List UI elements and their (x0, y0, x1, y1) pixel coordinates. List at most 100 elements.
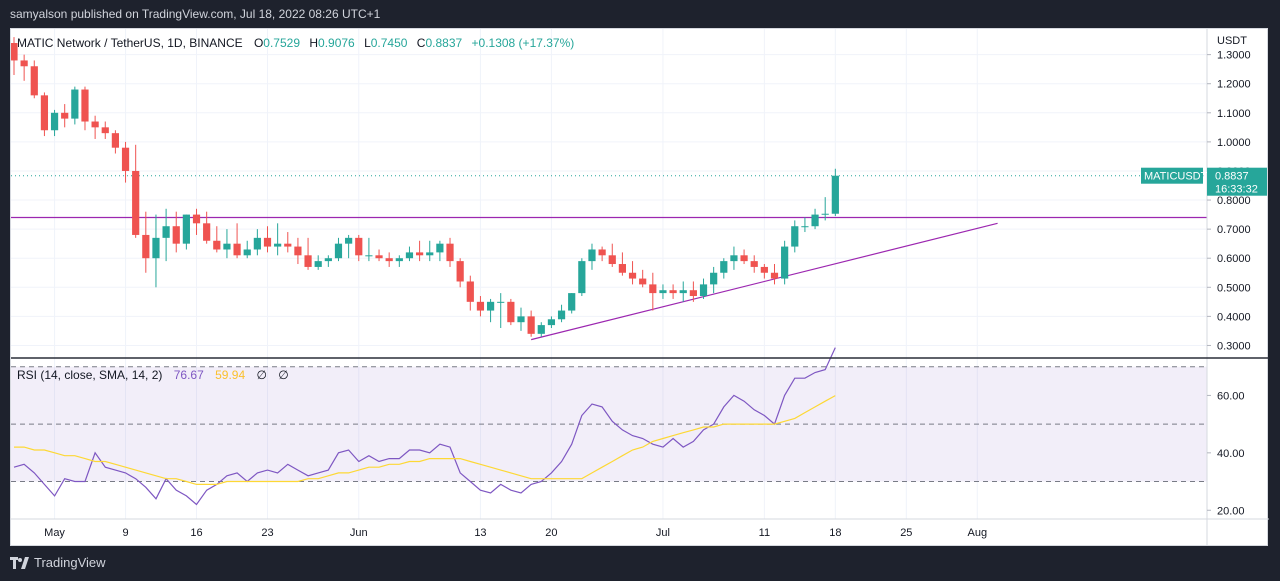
candle-body (588, 249, 596, 262)
candle (253, 229, 261, 256)
candle-body (618, 264, 626, 273)
candle-body (639, 278, 647, 285)
chart-canvas[interactable]: 1.30001.20001.10001.00000.90000.80000.70… (11, 29, 1269, 547)
candle (426, 240, 434, 262)
time-tick-label: 20 (545, 527, 557, 539)
rsi-tick-label: 20.00 (1217, 505, 1245, 517)
close-value: 0.8837 (425, 36, 462, 50)
candle-body (91, 121, 99, 128)
candle (446, 237, 454, 267)
candle-body (203, 223, 211, 241)
candle (274, 223, 282, 256)
candle (132, 144, 140, 238)
candle-body (770, 272, 779, 279)
candle-body (253, 237, 261, 250)
candle-body (284, 243, 292, 247)
candle (537, 322, 545, 337)
candle (111, 130, 119, 154)
candle (618, 252, 626, 276)
candle (456, 258, 464, 288)
candle (304, 237, 312, 270)
candle-body (527, 316, 535, 334)
candle (152, 214, 160, 288)
candle (142, 211, 150, 273)
candle-body (649, 284, 657, 294)
low-label: L (364, 36, 371, 50)
bottom-bar: TradingView (0, 546, 1280, 581)
price-tick-label: 1.3000 (1217, 50, 1251, 62)
candle-body (476, 301, 485, 311)
candle-body (730, 255, 738, 262)
candle-body (294, 246, 302, 256)
candle (324, 255, 332, 267)
time-tick-label: Jul (656, 527, 670, 539)
candle (375, 249, 383, 262)
rsi-tick-label: 40.00 (1217, 448, 1245, 460)
candle (476, 296, 485, 317)
candle-body (517, 316, 525, 323)
price-tick-label: 0.3000 (1217, 340, 1251, 352)
candle (81, 86, 89, 131)
candle-body (740, 255, 748, 262)
time-tick-label: 13 (474, 527, 486, 539)
candle (568, 293, 576, 314)
candle (385, 252, 393, 267)
high-label: H (309, 36, 318, 50)
candle-body (132, 170, 140, 235)
time-tick-label: Aug (968, 527, 988, 539)
candle (405, 246, 414, 262)
candle-body (121, 147, 130, 171)
candle (263, 226, 272, 253)
open-label: O (254, 36, 263, 50)
candle (588, 243, 596, 270)
close-label: C (417, 36, 426, 50)
candle-body (395, 258, 403, 262)
candle-body (152, 237, 160, 259)
candle-body (11, 43, 18, 61)
candle-body (679, 290, 687, 294)
candle (466, 275, 474, 311)
candle-body (598, 249, 606, 256)
chart-frame[interactable]: 1.30001.20001.10001.00000.90000.80000.70… (10, 28, 1269, 547)
candle (11, 37, 18, 75)
candle (345, 234, 353, 259)
candle (720, 258, 728, 279)
candle (365, 237, 373, 262)
candle-body (213, 240, 221, 250)
candle (801, 217, 809, 233)
candle-body (507, 301, 515, 323)
candle (416, 240, 424, 262)
candle (730, 246, 738, 270)
candle-body (314, 261, 322, 267)
candle-body (81, 89, 89, 122)
candle (101, 121, 109, 139)
rsi-series-sma (14, 395, 836, 485)
candle (40, 92, 49, 137)
candle (639, 269, 647, 288)
candle-body (760, 266, 768, 273)
candle-body (557, 310, 566, 320)
candle (699, 278, 708, 299)
annotation-layer (11, 175, 1207, 341)
candle (243, 240, 251, 259)
candle (598, 246, 606, 262)
last-price: 0.8837 (1215, 171, 1249, 183)
candle (760, 264, 768, 279)
candle (213, 226, 221, 253)
candle-body (628, 272, 637, 279)
high-value: 0.9076 (318, 36, 355, 50)
candle (395, 255, 403, 267)
candle-body (659, 290, 667, 294)
candle-body (436, 243, 444, 253)
publisher-line: samyalson published on TradingView.com, … (10, 7, 381, 21)
tradingview-logo[interactable]: TradingView (10, 555, 106, 570)
candle (162, 208, 170, 262)
candle (486, 298, 495, 323)
candle (527, 310, 535, 337)
candle-body (811, 214, 819, 227)
candle-body (720, 261, 728, 273)
candle (770, 264, 779, 285)
time-tick-label: May (44, 527, 65, 539)
open-value: 0.7529 (263, 36, 300, 50)
tradingview-logo-icon (10, 556, 29, 569)
